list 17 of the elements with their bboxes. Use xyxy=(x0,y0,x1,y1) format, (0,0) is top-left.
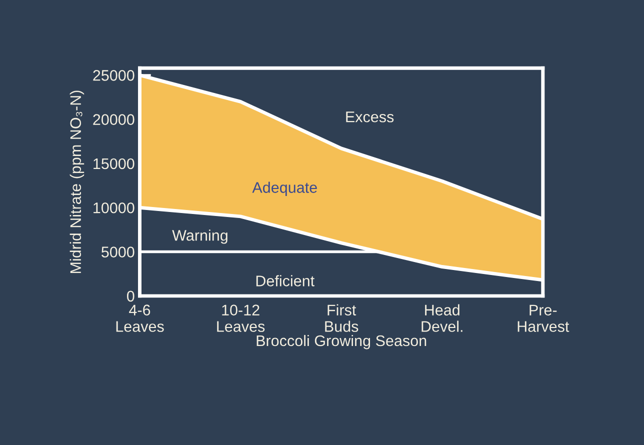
x-axis-title: Broccoli Growing Season xyxy=(256,334,426,350)
y-tick-label: 10000 xyxy=(94,202,134,214)
annotation: Deficient xyxy=(256,275,314,286)
y-tick-label: 5000 xyxy=(102,246,134,258)
y-tick-label: 0 xyxy=(126,290,134,302)
annotation: Warning xyxy=(172,230,228,244)
x-tick-label: 4-6 Leaves xyxy=(116,304,164,332)
x-tick-label: Pre- Harvest xyxy=(518,304,570,332)
y-tick-label: 15000 xyxy=(94,158,134,170)
y-tick-label: 20000 xyxy=(93,114,134,125)
x-tick-label: First Buds xyxy=(325,304,358,332)
annotation: Adequate xyxy=(252,182,317,196)
y-tick-label: 25000 xyxy=(93,70,134,81)
x-tick-label: 10-12 Leaves xyxy=(217,304,265,332)
y-axis-title: Midrid Nitrate (ppm NO₃-N) xyxy=(70,90,84,273)
x-tick-label: Head Devel. xyxy=(422,304,462,332)
annotation: Excess xyxy=(346,112,394,122)
